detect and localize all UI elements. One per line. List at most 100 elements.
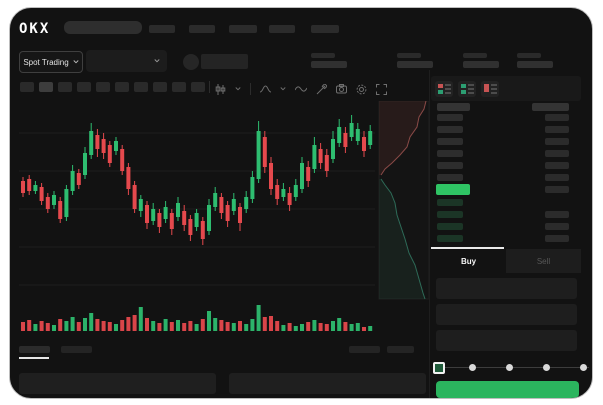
interval-button[interactable] [172, 82, 186, 92]
slider-track[interactable] [439, 367, 589, 368]
orderbook-ask-row[interactable] [431, 112, 581, 124]
price-chart[interactable] [19, 101, 431, 337]
amount-placeholder [545, 138, 569, 145]
orderbook-ask-row[interactable] [431, 124, 581, 136]
book-bids-icon[interactable] [458, 80, 476, 97]
bottom-panel-placeholder[interactable] [229, 373, 426, 394]
stat-value-placeholder [463, 61, 499, 68]
market-type-label: Spot Trading [23, 57, 69, 67]
chevron-down-icon[interactable] [280, 86, 286, 92]
nav-item-placeholder[interactable] [149, 25, 175, 33]
amount-placeholder [545, 162, 569, 169]
price-placeholder [437, 223, 463, 230]
search-input[interactable] [64, 21, 142, 34]
pair-selector-dropdown[interactable] [86, 50, 167, 72]
book-combined-icon[interactable] [435, 80, 453, 97]
orderbook-amount-placeholder [545, 186, 569, 193]
stat-value-placeholder [311, 61, 347, 68]
camera-icon[interactable] [336, 84, 347, 94]
orderbook-bid-row[interactable] [431, 209, 581, 221]
nav-item-placeholder[interactable] [269, 25, 295, 33]
interval-button[interactable] [58, 82, 72, 92]
divider [250, 83, 251, 95]
bottom-tab-placeholder[interactable] [349, 346, 380, 353]
tab-sell-label: Sell [536, 256, 551, 266]
market-type-dropdown[interactable]: Spot Trading [19, 51, 83, 73]
interval-button[interactable] [96, 82, 110, 92]
tab-sell[interactable]: Sell [506, 249, 581, 273]
slider-stop[interactable] [506, 364, 513, 371]
price-placeholder [437, 150, 463, 157]
candle-type-icon[interactable] [215, 83, 226, 95]
price-placeholder [437, 162, 463, 169]
okx-logo: OKX [19, 21, 51, 37]
nav-item-placeholder[interactable] [189, 25, 215, 33]
orderbook-bids [431, 197, 581, 245]
tab-buy-label: Buy [460, 256, 477, 266]
slider-stop[interactable] [580, 364, 587, 371]
orderbook-bid-row[interactable] [431, 197, 581, 209]
amount-placeholder [545, 114, 569, 121]
interval-button[interactable] [20, 82, 34, 92]
book-asks-icon[interactable] [481, 80, 499, 97]
interval-button[interactable] [134, 82, 148, 92]
depth-chart [378, 101, 430, 300]
chevron-down-icon[interactable] [235, 86, 241, 92]
interval-button[interactable] [153, 82, 167, 92]
orderbook-bid-row[interactable] [431, 233, 581, 245]
orderbook-view-toggle [431, 76, 581, 101]
orderbook-bid-row[interactable] [431, 221, 581, 233]
bottom-tab-placeholder[interactable] [19, 346, 50, 353]
nav-item-placeholder[interactable] [229, 25, 257, 33]
amount-placeholder [545, 235, 569, 242]
slider-stop[interactable] [469, 364, 476, 371]
orderbook-price-header-placeholder [437, 103, 470, 111]
stat-value-placeholder [397, 61, 433, 68]
coin-avatar [183, 54, 199, 70]
interval-button[interactable] [115, 82, 129, 92]
amount-slider[interactable] [433, 361, 592, 374]
active-tab-underline [19, 357, 49, 359]
order-total-field[interactable] [436, 330, 577, 351]
candlestick-series [21, 115, 373, 245]
amount-placeholder [545, 211, 569, 218]
price-placeholder [437, 199, 463, 206]
wave-icon[interactable] [295, 85, 307, 93]
price-placeholder [437, 114, 463, 121]
bottom-tab-placeholder[interactable] [387, 346, 414, 353]
orderbook-amount-header-placeholder [532, 103, 569, 111]
draw-icon[interactable] [316, 83, 327, 95]
order-price-field[interactable] [436, 278, 577, 299]
price-placeholder [437, 211, 463, 218]
orderbook-ask-row[interactable] [431, 148, 581, 160]
bottom-panel-placeholder[interactable] [19, 373, 216, 394]
tab-buy[interactable]: Buy [431, 249, 506, 273]
orderbook-last-price[interactable] [436, 184, 470, 195]
interval-button[interactable] [39, 82, 53, 92]
stat-label-placeholder [463, 53, 487, 58]
buy-submit-button[interactable] [436, 381, 579, 398]
orderbook-ask-row[interactable] [431, 160, 581, 172]
slider-handle[interactable] [433, 362, 445, 374]
price-placeholder [437, 174, 463, 181]
amount-placeholder [545, 150, 569, 157]
indicators-icon[interactable] [260, 84, 271, 95]
app-window: OKX Spot Trading [9, 7, 593, 399]
fullscreen-icon[interactable] [376, 83, 387, 95]
orderbook-ask-row[interactable] [431, 172, 581, 184]
slider-stop[interactable] [543, 364, 550, 371]
price-placeholder [437, 235, 463, 242]
settings-icon[interactable] [356, 84, 367, 95]
chevron-down-icon [154, 59, 160, 63]
orderbook-asks [431, 112, 581, 184]
chart-tools [215, 82, 387, 96]
pair-name-placeholder [201, 54, 248, 69]
interval-button[interactable] [77, 82, 91, 92]
interval-button[interactable] [191, 82, 205, 92]
orderbook-ask-row[interactable] [431, 136, 581, 148]
bottom-tab-placeholder[interactable] [61, 346, 92, 353]
nav-item-placeholder[interactable] [311, 25, 339, 33]
amount-placeholder [545, 223, 569, 230]
order-amount-field[interactable] [436, 304, 577, 325]
stat-label-placeholder [311, 53, 335, 58]
